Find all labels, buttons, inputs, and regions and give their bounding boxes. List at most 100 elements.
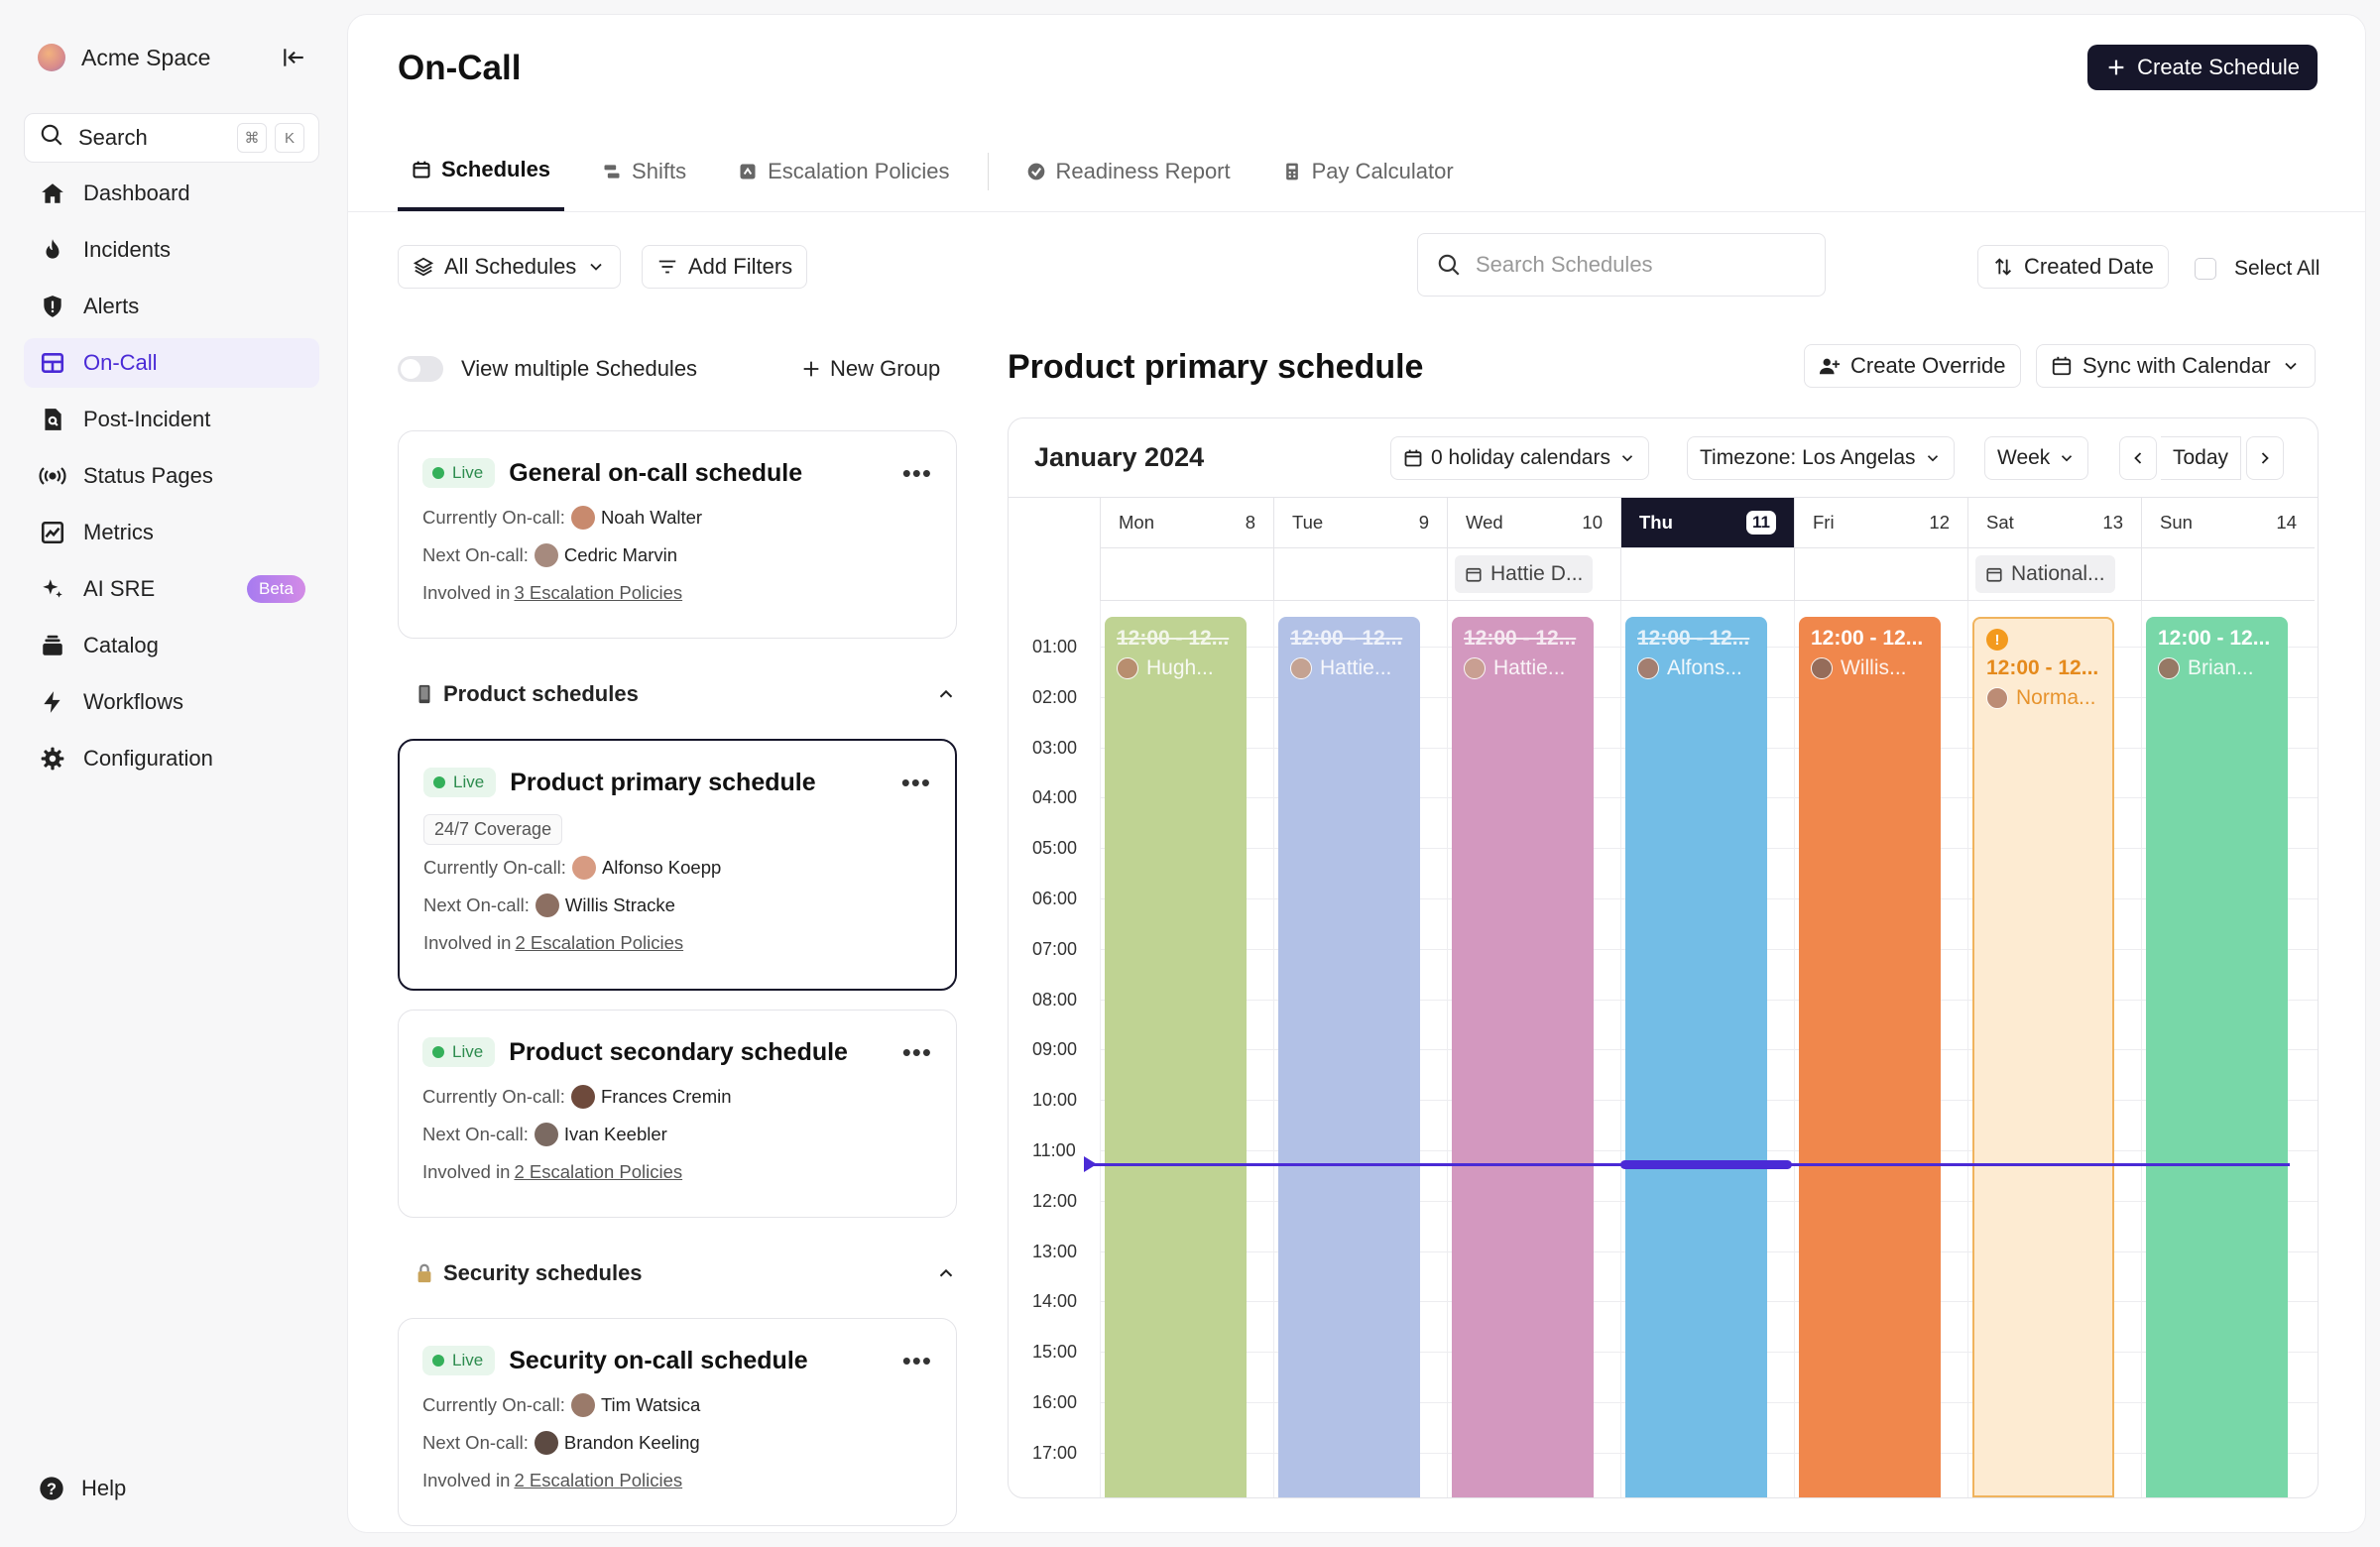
tab-schedules[interactable]: Schedules — [398, 132, 565, 211]
shift-person: Alfons... — [1637, 656, 1755, 680]
tab-label: Escalation Policies — [768, 159, 950, 183]
tab-escalation-policies[interactable]: Escalation Policies — [724, 132, 963, 211]
day-header-wed[interactable]: Wed 10 — [1447, 498, 1620, 547]
sort-created-date-button[interactable]: Created Date — [1977, 245, 2169, 289]
shift-block[interactable]: 12:00 - 12... Alfons... — [1625, 617, 1767, 1497]
nav-item-on-call[interactable]: On-Call — [24, 338, 319, 388]
day-number: 11 — [1746, 511, 1776, 535]
help-link[interactable]: ? Help — [38, 1475, 126, 1502]
more-options-icon[interactable]: ••• — [900, 767, 931, 797]
current-label: Currently On-call: — [422, 1086, 565, 1107]
nav-item-post-incident[interactable]: Post-Incident — [24, 395, 319, 444]
all-schedules-dropdown[interactable]: All Schedules — [398, 245, 622, 289]
day-header-sat[interactable]: Sat 13 — [1967, 498, 2141, 547]
more-options-icon[interactable]: ••• — [901, 1036, 932, 1067]
escalation-policies-link[interactable]: 3 Escalation Policies — [514, 582, 683, 603]
schedule-card-product-secondary[interactable]: Live Product secondary schedule ••• Curr… — [398, 1010, 957, 1218]
new-group-button[interactable]: New Group — [800, 356, 940, 382]
nav-label: Status Pages — [83, 463, 213, 488]
current-on-call: Currently On-call: Tim Watsica — [422, 1386, 932, 1424]
collapse-sidebar-icon[interactable] — [278, 42, 309, 73]
day-header-mon[interactable]: Mon 8 — [1100, 498, 1273, 547]
group-header-product[interactable]: Product schedules — [416, 681, 957, 707]
nav-item-incidents[interactable]: Incidents — [24, 225, 319, 275]
main-panel: On-Call Create Schedule Schedules Shifts… — [347, 14, 2366, 1533]
calendar-icon — [1986, 567, 2002, 582]
tab-pay-calculator[interactable]: Pay Calculator — [1268, 132, 1468, 211]
flame-icon — [38, 235, 67, 265]
group-header-security[interactable]: Security schedules — [416, 1260, 957, 1286]
shift-time: 12:00 - 12... — [1637, 627, 1750, 650]
schedule-card-security[interactable]: Live Security on-call schedule ••• Curre… — [398, 1318, 957, 1526]
prev-week-button[interactable] — [2119, 436, 2157, 480]
search-schedules-input[interactable]: Search Schedules — [1417, 233, 1826, 297]
create-schedule-button[interactable]: Create Schedule — [2087, 45, 2318, 90]
nav-item-alerts[interactable]: Alerts — [24, 282, 319, 331]
more-options-icon[interactable]: ••• — [901, 1345, 932, 1375]
timezone-dropdown[interactable]: Timezone: Los Angelas — [1687, 436, 1955, 480]
involved-label: Involved in — [422, 1161, 511, 1182]
nav-item-configuration[interactable]: Configuration — [24, 734, 319, 783]
current-on-call: Currently On-call: Noah Walter — [422, 499, 932, 536]
day-header-fri[interactable]: Fri 12 — [1794, 498, 1967, 547]
shift-block[interactable]: 12:00 - 12... Willis... — [1799, 617, 1941, 1497]
search-label: Search — [78, 125, 148, 150]
time-label: 01:00 — [1032, 637, 1078, 656]
live-dot — [432, 1046, 444, 1058]
nav-item-status-pages[interactable]: Status Pages — [24, 451, 319, 501]
view-multiple-toggle[interactable] — [398, 356, 443, 382]
holiday-chip[interactable]: National... — [1975, 555, 2115, 593]
schedule-card-general[interactable]: Live General on-call schedule ••• Curren… — [398, 430, 957, 639]
day-header-sun[interactable]: Sun 14 — [2141, 498, 2315, 547]
add-filters-button[interactable]: Add Filters — [642, 245, 808, 289]
schedule-card-product-primary[interactable]: Live Product primary schedule ••• 24/7 C… — [398, 739, 957, 991]
workspace-switcher[interactable]: Acme Space — [38, 42, 210, 73]
day-name: Mon — [1119, 512, 1154, 533]
shift-block[interactable]: 12:00 - 12... Hattie... — [1278, 617, 1420, 1497]
more-options-icon[interactable]: ••• — [901, 457, 932, 488]
escalation-policies-link[interactable]: 2 Escalation Policies — [514, 1161, 683, 1182]
chart-icon — [38, 518, 67, 547]
day-name: Fri — [1813, 512, 1835, 533]
nav-item-catalog[interactable]: Catalog — [24, 621, 319, 670]
day-name: Thu — [1639, 512, 1673, 533]
shift-block[interactable]: ! 12:00 - 12... Norma... — [1972, 617, 2114, 1497]
day-column-divider — [1620, 547, 1621, 1497]
shift-block[interactable]: 12:00 - 12... Hugh... — [1105, 617, 1247, 1497]
sidebar-search[interactable]: Search ⌘ K — [24, 113, 319, 163]
today-button[interactable]: Today — [2161, 436, 2242, 480]
day-column-divider — [1100, 547, 1101, 1497]
tab-shifts[interactable]: Shifts — [588, 132, 700, 211]
next-week-button[interactable] — [2246, 436, 2284, 480]
day-header-tue[interactable]: Tue 9 — [1273, 498, 1447, 547]
add-filters-label: Add Filters — [688, 254, 793, 279]
holiday-calendars-dropdown[interactable]: 0 holiday calendars — [1390, 436, 1649, 480]
next-on-call: Next On-call: Ivan Keebler — [422, 1116, 932, 1153]
chevron-right-icon — [2261, 452, 2269, 464]
nav-item-ai-sre[interactable]: AI SRE Beta — [24, 564, 319, 614]
nav-item-dashboard[interactable]: Dashboard — [24, 169, 319, 218]
tab-readiness-report[interactable]: Readiness Report — [1012, 132, 1245, 211]
escalation-policies-link[interactable]: 2 Escalation Policies — [514, 1470, 683, 1490]
shift-block[interactable]: 12:00 - 12... Hattie... — [1452, 617, 1594, 1497]
current-on-call: Currently On-call: Alfonso Koepp — [423, 849, 931, 887]
nav-item-workflows[interactable]: Workflows — [24, 677, 319, 727]
shift-block[interactable]: 12:00 - 12... Brian... — [2146, 617, 2288, 1497]
group-title: Product schedules — [443, 681, 639, 706]
nav-item-metrics[interactable]: Metrics — [24, 508, 319, 557]
view-dropdown[interactable]: Week — [1984, 436, 2089, 480]
view-multiple-toggle-row[interactable]: View multiple Schedules — [398, 356, 697, 382]
holiday-chip[interactable]: Hattie D... — [1455, 555, 1594, 593]
next-person: Ivan Keebler — [563, 1124, 667, 1144]
create-override-button[interactable]: Create Override — [1804, 344, 2021, 388]
day-header-thu[interactable]: Thu 11 — [1620, 498, 1794, 547]
tab-separator — [987, 153, 989, 190]
day-name: Wed — [1466, 512, 1503, 533]
select-all-checkbox[interactable] — [2195, 258, 2216, 280]
select-all[interactable]: Select All — [2195, 257, 2320, 281]
view-multiple-label: View multiple Schedules — [461, 356, 698, 381]
escalation-policies-link[interactable]: 2 Escalation Policies — [515, 932, 684, 953]
shift-person-name: Hattie... — [1493, 656, 1566, 679]
sync-calendar-dropdown[interactable]: Sync with Calendar — [2036, 344, 2316, 388]
calendar-icon — [413, 161, 430, 178]
